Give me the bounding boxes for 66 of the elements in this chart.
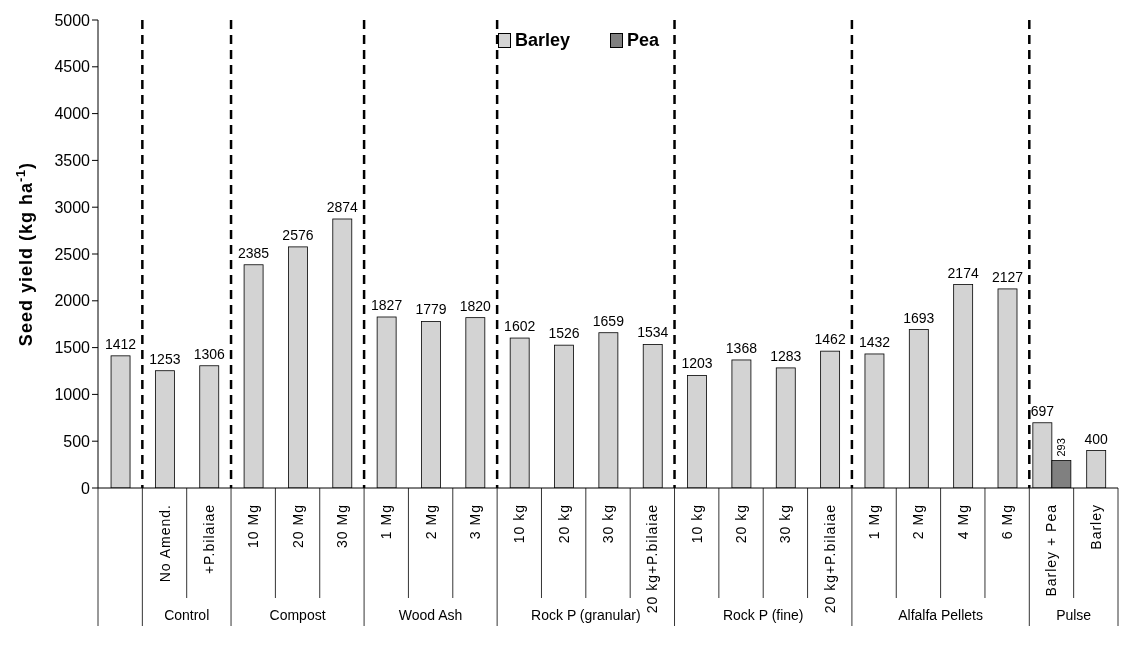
text: Control	[164, 607, 210, 623]
data-label: 1283	[770, 347, 802, 364]
y-tick-label: 2000	[54, 292, 91, 310]
text: Rock P (fine)	[722, 607, 804, 623]
x-tick-label: 10 kg	[688, 504, 705, 544]
x-tick-label: 20 kg+P.bilaiae	[821, 504, 838, 614]
text: Alfalfa Pellets	[898, 607, 984, 623]
x-tick-label: 30 kg	[600, 504, 616, 544]
data-label: 1659	[592, 312, 625, 329]
data-label: 1602	[504, 318, 536, 335]
x-tick-label: 1 Mg	[866, 504, 883, 540]
x-tick-label: +P.bilaiae	[200, 504, 217, 575]
text: Wood Ash	[398, 607, 463, 623]
data-label: 293	[1055, 438, 1068, 457]
y-tick-label: 2500	[54, 245, 91, 263]
x-tick-label: 2 Mg	[422, 504, 439, 540]
y-tick-label: 5000	[54, 11, 91, 29]
data-label: 2385	[238, 244, 270, 261]
y-tick-label: 4000	[54, 105, 91, 123]
x-tick-label: 20 Mg	[289, 504, 306, 548]
y-tick-label: 3000	[54, 198, 91, 216]
legend-label: Pea	[627, 30, 660, 51]
data-label: 1827	[371, 296, 403, 313]
y-tick-label: 3500	[54, 152, 91, 170]
x-tick-label: Barley + Pea	[1043, 504, 1060, 597]
y-tick-label: 4500	[54, 58, 91, 76]
y-tick-label: 1000	[54, 386, 91, 404]
text: Compost	[269, 607, 326, 623]
x-tick-label: 10 kg	[511, 504, 528, 544]
data-label: 1368	[725, 339, 758, 356]
data-label: 2874	[326, 198, 359, 215]
y-tick-label: 1500	[54, 339, 91, 357]
x-tick-label: 2 Mg	[910, 504, 927, 540]
x-tick-label: 30 Mg	[333, 504, 350, 548]
x-tick-label: 3 Mg	[466, 504, 483, 540]
data-label: 2576	[282, 226, 314, 243]
x-tick-label: 30 kg	[777, 504, 794, 544]
data-label: 1526	[548, 325, 580, 342]
data-label: 400	[1084, 430, 1109, 447]
x-tick-label: 6 Mg	[999, 504, 1016, 540]
data-label: 1253	[149, 350, 181, 367]
data-label: 1534	[637, 324, 669, 341]
data-label: 2127	[991, 268, 1024, 285]
data-label: 697	[1030, 402, 1055, 419]
data-label: 1203	[681, 355, 713, 372]
y-tick-label: 0	[81, 479, 91, 497]
x-tick-label: 1 Mg	[378, 504, 395, 540]
data-label: 1462	[814, 331, 846, 348]
x-tick-label: Barley	[1087, 504, 1104, 550]
text: Pulse	[1056, 607, 1092, 623]
x-tick-label: 20 kg+P.bilaiae	[644, 504, 661, 614]
x-tick-label: 20 kg	[733, 504, 750, 544]
data-label: 1306	[193, 345, 226, 362]
x-tick-label: No Amend.	[156, 504, 173, 583]
data-label: 1779	[415, 301, 447, 318]
x-tick-label: 20 kg	[555, 504, 572, 544]
data-label: 1432	[858, 333, 891, 350]
x-tick-label: 4 Mg	[954, 504, 971, 540]
data-label: 1693	[903, 309, 935, 326]
data-label: 2174	[947, 264, 979, 281]
legend-label: Barley	[515, 30, 571, 51]
text: Rock P (granular)	[531, 607, 641, 623]
y-tick-label: 500	[63, 432, 91, 450]
data-label: 1820	[459, 297, 492, 314]
data-label: 1412	[104, 335, 137, 352]
x-tick-label: 10 Mg	[245, 504, 262, 548]
